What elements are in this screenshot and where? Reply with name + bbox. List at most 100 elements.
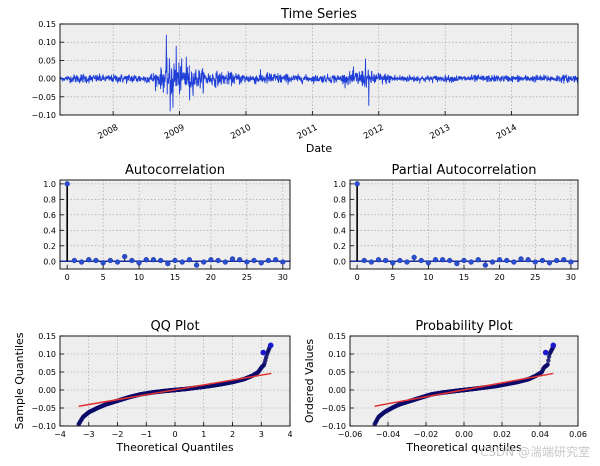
pacf-point-25	[532, 259, 538, 265]
acf-xtick-label-3: 15	[170, 273, 180, 282]
acf-point-13	[157, 257, 164, 264]
acf-point-2	[78, 259, 85, 265]
acf-point-21	[215, 257, 221, 264]
qq-ytick-label-5: 0.15	[38, 332, 56, 341]
qq-xtick-label-1: −3	[83, 430, 95, 439]
pacf-point-5	[390, 260, 396, 266]
pacf-point-4	[382, 257, 389, 264]
pacf-point-6	[397, 257, 403, 264]
pacf-point-21	[504, 257, 510, 264]
pacf-point-13	[447, 257, 453, 264]
qq-ytick-label-3: 0.05	[38, 368, 56, 377]
pacf-ytick-label-1: 0.2	[333, 242, 346, 251]
pacf-point-15	[461, 257, 467, 264]
acf-point-12	[150, 257, 157, 263]
pacf-point-10	[425, 260, 432, 266]
prob-ytick-label-0: −0.10	[321, 422, 346, 431]
acf-point-23	[229, 256, 236, 262]
prob-ytick-label-3: 0.05	[328, 368, 346, 377]
qq-fit-line	[78, 372, 272, 407]
pacf-point-22	[511, 259, 517, 265]
pacf-point-17	[475, 257, 481, 263]
prob-xtick-label-4: 0.02	[493, 430, 511, 439]
ts-xlabel: Date	[306, 142, 333, 155]
pacf-point-0	[354, 181, 360, 187]
ts-xtick-label-3: 2011	[296, 123, 320, 142]
acf-point-26	[251, 257, 257, 264]
qq-ytick-label-1: −0.05	[31, 404, 56, 413]
pacf-point-29	[561, 257, 567, 263]
pacf-xtick-label-3: 15	[459, 273, 469, 282]
prob-point-332	[546, 358, 551, 363]
pacf-point-14	[454, 260, 460, 267]
qq-xtick-label-5: 1	[201, 430, 206, 439]
ts-xtick-label-6: 2014	[495, 123, 519, 142]
qq-title: QQ Plot	[150, 319, 199, 334]
acf-xtick-label-0: 0	[65, 273, 70, 282]
ts-title: Time Series	[280, 7, 357, 22]
acf-point-7	[114, 259, 121, 265]
acf-ytick-label-1: 0.2	[43, 242, 56, 251]
qq-ytick-label-0: −0.10	[31, 422, 56, 431]
pacf-point-7	[404, 259, 410, 265]
pacf-point-19	[489, 259, 496, 265]
acf-point-15	[172, 257, 178, 264]
acf-point-8	[122, 253, 128, 260]
pacf-point-26	[539, 257, 546, 264]
prob-xtick-label-5: 0.04	[531, 430, 549, 439]
acf-point-24	[237, 257, 243, 263]
ts-plot-area	[60, 24, 578, 115]
acf-point-6	[107, 257, 113, 264]
pacf-point-27	[546, 260, 553, 266]
pacf-point-16	[468, 259, 474, 265]
ts-ytick-label-1: −0.05	[31, 93, 56, 102]
acf-point-4	[93, 257, 99, 264]
pacf-point-1	[361, 257, 367, 264]
ts-series-line	[60, 34, 578, 112]
pacf-point-23	[518, 256, 524, 262]
acf-ytick-label-4: 0.8	[43, 195, 56, 204]
prob-title: Probability Plot	[415, 319, 512, 334]
qq-outlier-0	[260, 349, 267, 356]
pacf-plot-area	[350, 180, 578, 269]
pacf-title: Partial Autocorrelation	[392, 163, 537, 178]
pacf-point-28	[553, 257, 560, 264]
qq-xtick-label-3: −1	[140, 430, 152, 439]
ts-xtick-label-2: 2010	[229, 123, 253, 142]
ts-ytick-label-2: 0.00	[38, 75, 56, 84]
pacf-point-2	[368, 259, 375, 265]
qq-xtick-label-7: 3	[259, 430, 264, 439]
prob-outlier-1	[550, 342, 557, 349]
qq-ylabel: Sample Quantiles	[13, 332, 26, 429]
prob-xtick-label-0: −0.06	[338, 430, 363, 439]
acf-point-0	[64, 181, 70, 187]
ts-xtick-label-4: 2012	[362, 123, 386, 142]
acf-point-30	[280, 259, 286, 265]
acf-point-10	[136, 260, 142, 266]
watermark-text: CSDN @湍端研究室	[479, 445, 590, 459]
ts-ytick-label-5: 0.15	[38, 20, 56, 29]
prob-point-331	[545, 362, 550, 367]
pacf-xtick-label-0: 0	[355, 273, 360, 282]
acf-point-20	[208, 257, 214, 263]
qq-xlabel: Theoretical Quantiles	[115, 441, 233, 454]
acf-point-5	[100, 260, 106, 266]
qq-xtick-label-2: −2	[112, 430, 124, 439]
acf-point-19	[201, 259, 207, 265]
pacf-xtick-label-6: 30	[566, 273, 576, 282]
acf-title: Autocorrelation	[125, 163, 225, 178]
prob-xtick-label-2: −0.02	[414, 430, 439, 439]
acf-plot-area	[60, 180, 290, 269]
qq-xtick-label-4: 0	[172, 430, 177, 439]
acf-xtick-label-4: 20	[206, 273, 216, 282]
pacf-xtick-label-5: 25	[530, 273, 540, 282]
prob-ytick-label-1: −0.05	[321, 404, 346, 413]
pacf-xtick-label-1: 5	[390, 273, 395, 282]
prob-ytick-label-2: 0.00	[328, 386, 346, 395]
pacf-point-18	[482, 262, 489, 268]
acf-point-29	[272, 257, 279, 263]
ts-xtick-label-1: 2009	[163, 123, 187, 142]
pacf-ytick-label-3: 0.6	[333, 211, 346, 220]
pacf-point-9	[418, 257, 424, 264]
